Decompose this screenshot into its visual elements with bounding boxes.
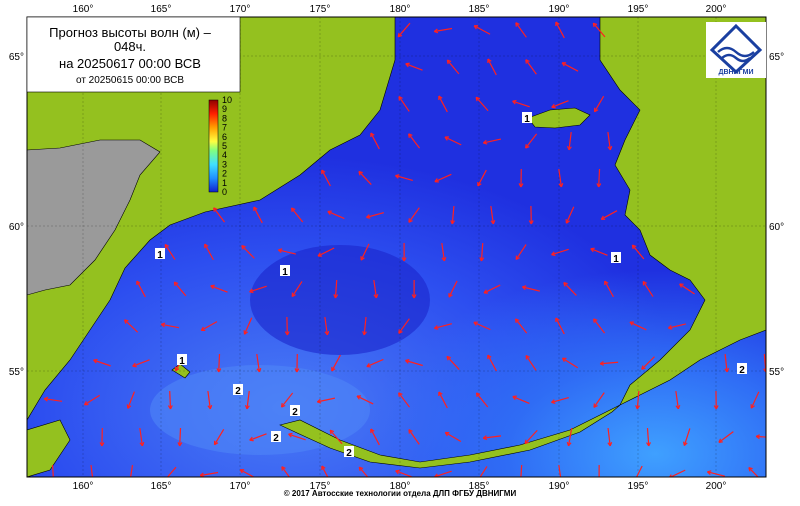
calm-zone <box>250 245 430 355</box>
wave-arrow <box>170 391 171 409</box>
lon-label: 190° <box>549 4 570 15</box>
colorbar-label: 0 <box>222 187 227 197</box>
contour-label: 1 <box>524 114 530 125</box>
contour-label: 2 <box>235 386 241 397</box>
wave-arrow <box>219 354 220 372</box>
contour-label: 2 <box>739 365 745 376</box>
footer: © 2017 Автосские технологии отдела ДЛП Ф… <box>284 489 517 498</box>
issue-time: от 20250615 00:00 ВСВ <box>76 75 184 86</box>
arrow-head <box>519 479 523 483</box>
contour-label: 2 <box>292 407 298 418</box>
lat-label: 60° <box>769 222 784 233</box>
contour-label: 1 <box>282 267 288 278</box>
lon-label: 165° <box>151 4 172 15</box>
logo-text: ДВНИГМИ <box>719 69 754 76</box>
lon-label: 185° <box>469 4 490 15</box>
title-line: 048ч. <box>114 39 146 54</box>
lat-label: 55° <box>769 367 784 378</box>
lon-label: 200° <box>706 481 727 492</box>
lon-label: 170° <box>230 481 251 492</box>
lon-label: 195° <box>628 4 649 15</box>
lon-label: 195° <box>628 481 649 492</box>
contour-label: 1 <box>157 250 163 261</box>
arrow-head <box>128 479 132 483</box>
contour-label: 2 <box>273 433 279 444</box>
valid-time: на 20250617 00:00 ВСВ <box>59 56 201 71</box>
contour-label: 2 <box>346 448 352 459</box>
lon-label: 170° <box>230 4 251 15</box>
colorbar <box>209 100 218 192</box>
lat-label: 55° <box>9 367 24 378</box>
lon-label: 175° <box>310 4 331 15</box>
lon-label: 160° <box>73 4 94 15</box>
arrow-head <box>52 479 56 483</box>
title-line: Прогноз высоты волн (м) – <box>49 25 211 40</box>
lon-label: 200° <box>706 4 727 15</box>
wave-arrow <box>180 428 181 446</box>
lat-label: 65° <box>9 52 24 63</box>
contour-label: 1 <box>613 254 619 265</box>
lon-label: 190° <box>549 481 570 492</box>
lon-label: 180° <box>390 4 411 15</box>
lat-label: 60° <box>9 222 24 233</box>
lat-label: 65° <box>769 52 784 63</box>
contour-label: 1 <box>179 356 185 367</box>
lon-label: 165° <box>151 481 172 492</box>
arrow-head <box>597 479 601 483</box>
lon-label: 160° <box>73 481 94 492</box>
